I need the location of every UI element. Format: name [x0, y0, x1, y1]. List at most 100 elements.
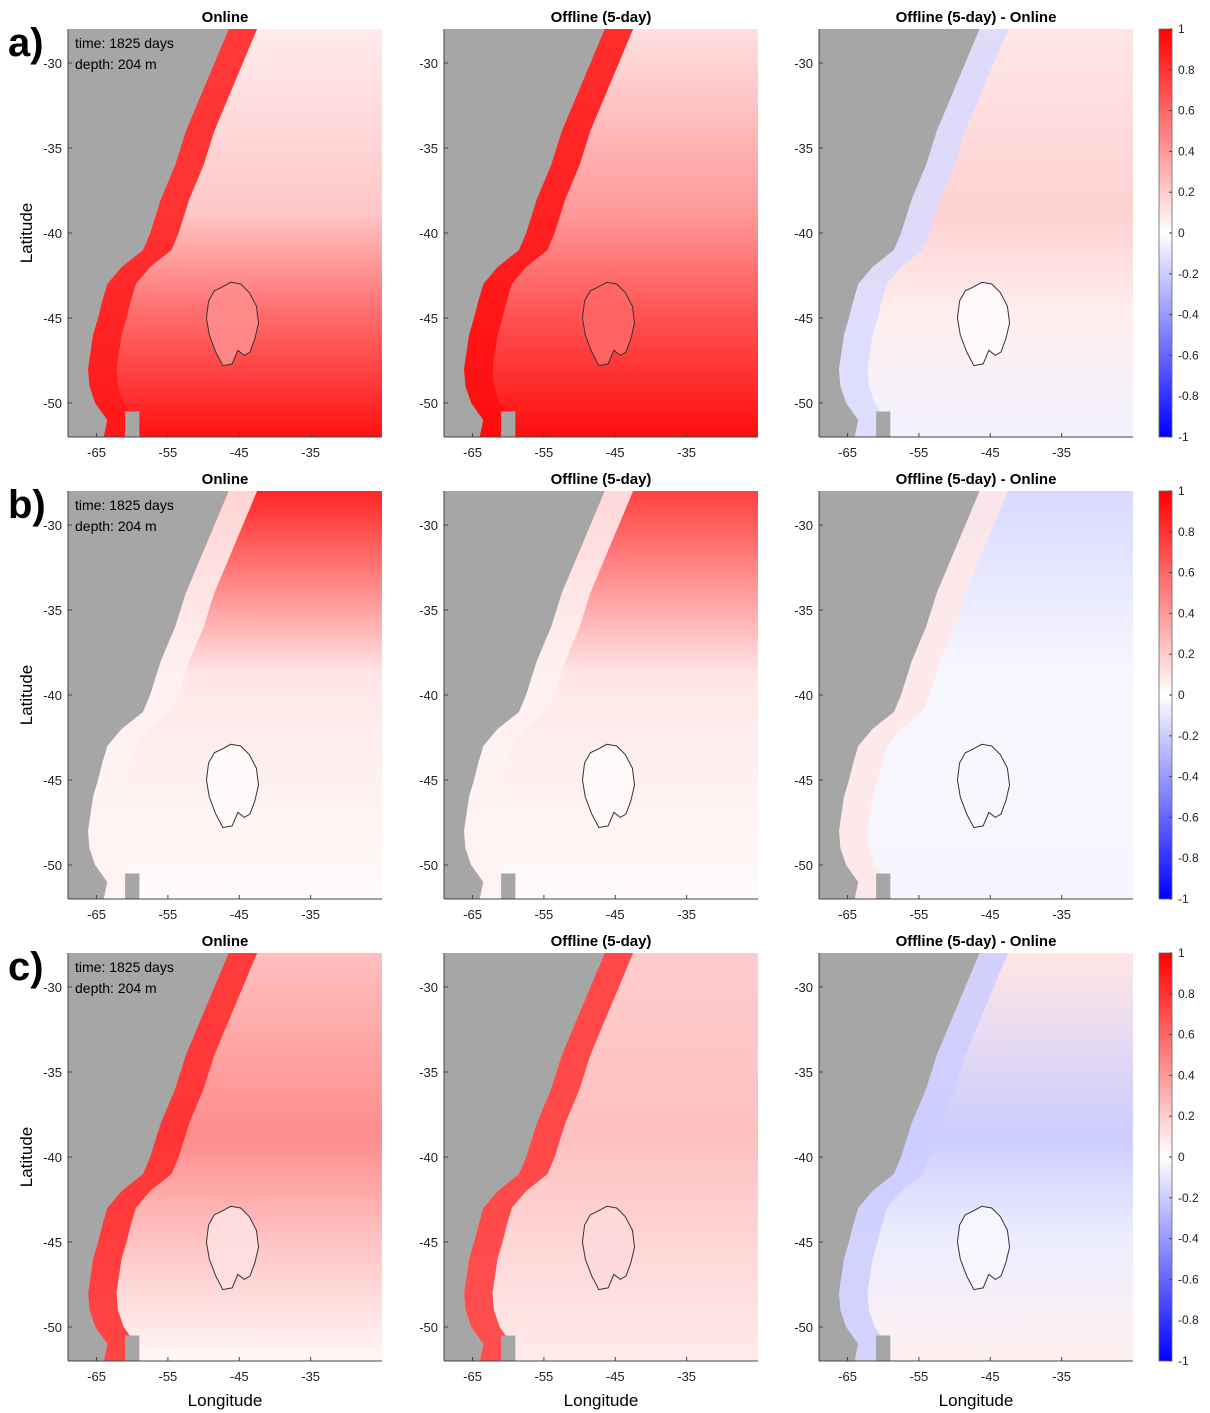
y-tick-label: -50: [43, 1320, 62, 1335]
x-tick-label: -45: [230, 1369, 249, 1384]
colorbar-tick-label: 0.2: [1178, 1109, 1195, 1123]
x-tick-label: -35: [677, 445, 696, 460]
x-tick-label: -35: [1052, 445, 1071, 460]
y-tick-label: -40: [419, 688, 438, 703]
y-tick-label: -45: [419, 1235, 438, 1250]
y-tick-label: -35: [794, 603, 813, 618]
panel-0-0: -65 -55 -45 -35 -30 -35 -40 -45 -50 Online time: 1…: [17, 9, 382, 460]
x-tick-label: -45: [606, 1369, 625, 1384]
colorbar-tick-label: -0.6: [1178, 348, 1199, 362]
y-tick-label: -50: [43, 858, 62, 873]
y-tick-label: -50: [43, 396, 62, 411]
row-label: a): [8, 21, 44, 65]
y-tick-label: -40: [43, 226, 62, 241]
colorbar-tick-label: 0.4: [1178, 606, 1195, 620]
y-tick-label: -40: [419, 226, 438, 241]
x-tick-label: -65: [838, 445, 857, 460]
x-tick-label: -55: [159, 445, 178, 460]
panel-title: Offline (5-day): [551, 9, 652, 26]
x-tick-label: -35: [301, 1369, 320, 1384]
colorbar-tick-label: 0: [1178, 1150, 1185, 1164]
y-tick-label: -45: [794, 1235, 813, 1250]
panel-title: Offline (5-day) - Online: [896, 471, 1057, 488]
colorbar-tick-label: 1: [1178, 484, 1185, 498]
y-tick-label: -35: [419, 141, 438, 156]
y-tick-label: -30: [419, 56, 438, 71]
x-tick-label: -35: [677, 1369, 696, 1384]
land-mask: [68, 491, 229, 899]
shelf-band: [87, 491, 258, 899]
y-tick-label: -30: [419, 980, 438, 995]
colorbar-tick-label: -1: [1178, 1354, 1189, 1368]
panels: -65 -55 -45 -35 -30 -35 -40 -45 -50 Online time: 1…: [17, 9, 1133, 1410]
x-tick-label: -65: [838, 1369, 857, 1384]
land-mask: [501, 1335, 516, 1361]
y-tick-label: -30: [43, 980, 62, 995]
shelf-band: [838, 491, 1009, 899]
land-mask: [444, 29, 605, 437]
y-tick-label: -50: [419, 396, 438, 411]
eddy-fill: [957, 744, 1010, 828]
y-tick-label: -30: [43, 518, 62, 533]
data-field: [68, 491, 382, 899]
x-tick-label: -45: [230, 907, 249, 922]
eddy-fill: [582, 282, 635, 366]
x-tick-label: -45: [606, 907, 625, 922]
y-tick-label: -35: [419, 603, 438, 618]
panel-title: Offline (5-day) - Online: [896, 9, 1057, 26]
x-tick-label: -55: [535, 1369, 554, 1384]
colorbars: 1 0.8 0.6 0.4 0.2 0 -0.2 -0.4 -0.6 -0.8 -1 1 0.8 0.6 0…: [1158, 22, 1199, 1368]
x-tick-label: -45: [981, 445, 1000, 460]
colorbar-tick-label: 0.6: [1178, 1028, 1195, 1042]
x-tick-label: -55: [159, 1369, 178, 1384]
colorbar: 1 0.8 0.6 0.4 0.2 0 -0.2 -0.4 -0.6 -0.8 -1: [1158, 946, 1199, 1368]
eddy-fill: [206, 1206, 259, 1290]
data-field: [68, 953, 382, 1361]
x-axis-label: Longitude: [564, 1391, 639, 1410]
y-tick-label: -35: [794, 141, 813, 156]
land-mask: [876, 1335, 891, 1361]
colorbar-tick-label: 0.2: [1178, 647, 1195, 661]
shelf-band: [87, 953, 258, 1361]
land-mask: [125, 411, 140, 437]
x-tick-label: -35: [677, 907, 696, 922]
y-tick-label: -30: [794, 518, 813, 533]
y-tick-label: -40: [419, 1150, 438, 1165]
row-label: c): [8, 945, 44, 989]
eddy-contour: [205, 1205, 260, 1291]
colorbar-tick-label: 1: [1178, 22, 1185, 36]
panel-1-2: -65 -55 -45 -35 -30 -35 -40 -45 -50 Offline (5-da…: [794, 471, 1133, 922]
x-tick-label: -55: [535, 907, 554, 922]
colorbar-tick-label: 0.2: [1178, 185, 1195, 199]
panel-title: Offline (5-day): [551, 471, 652, 488]
eddy-fill: [582, 1206, 635, 1290]
land-mask: [819, 491, 980, 899]
panel-1-1: -65 -55 -45 -35 -30 -35 -40 -45 -50 Offline (5-da…: [419, 471, 758, 922]
land-mask: [876, 411, 891, 437]
time-annotation: time: 1825 days: [75, 497, 174, 513]
y-axis-label: Latitude: [17, 665, 36, 726]
y-tick-label: -35: [419, 1065, 438, 1080]
x-tick-label: -65: [463, 1369, 482, 1384]
data-field: [819, 29, 1133, 437]
land-mask: [444, 953, 605, 1361]
y-tick-label: -30: [43, 56, 62, 71]
panel-title: Online: [202, 9, 249, 26]
eddy-fill: [582, 744, 635, 828]
y-tick-label: -35: [43, 603, 62, 618]
colorbar-tick-label: -0.8: [1178, 851, 1199, 865]
y-tick-label: -45: [419, 311, 438, 326]
y-tick-label: -45: [43, 1235, 62, 1250]
y-tick-label: -50: [419, 1320, 438, 1335]
eddy-contour: [581, 281, 636, 367]
colorbar-tick-label: 0.6: [1178, 566, 1195, 580]
colorbar-tick-label: 0: [1178, 688, 1185, 702]
y-tick-label: -35: [43, 141, 62, 156]
y-tick-label: -40: [43, 1150, 62, 1165]
land-mask: [501, 411, 516, 437]
depth-annotation: depth: 204 m: [75, 518, 157, 534]
colorbar-tick-label: -0.4: [1178, 308, 1199, 322]
panel-1-0: -65 -55 -45 -35 -30 -35 -40 -45 -50 Online time: 1…: [17, 471, 382, 922]
panel-2-0: -65 -55 -45 -35 -30 -35 -40 -45 -50 Online time: 1…: [17, 933, 382, 1410]
